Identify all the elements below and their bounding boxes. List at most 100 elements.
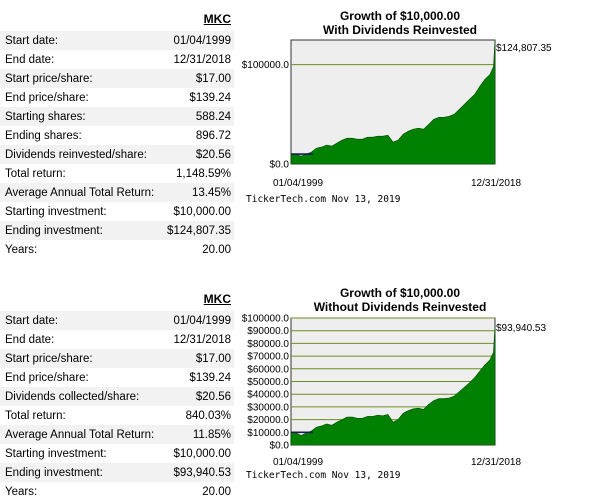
y-tick-label: $100000.0 (242, 314, 290, 325)
stat-value: 11.85% (165, 425, 234, 444)
stat-value: $17.00 (165, 349, 234, 368)
x-start-label: 01/04/1999 (273, 178, 323, 189)
stat-label: End price/share: (5, 91, 89, 104)
end-value-label: $93,940.53 (496, 323, 546, 334)
end-value-label: $124,807.35 (496, 43, 552, 54)
stat-row: Total return: 840.03% (0, 406, 234, 425)
stat-label: Starting investment: (5, 205, 107, 218)
stat-value: 840.03% (185, 409, 231, 422)
stat-row: Ending shares: 896.72 (0, 126, 234, 145)
y-tick-label: $40000.0 (247, 390, 289, 401)
stat-label: Ending investment: (0, 221, 161, 240)
y-axis-ticks: $0.0 $100000.0 (242, 60, 290, 170)
y-tick-label: $20000.0 (247, 415, 289, 426)
stat-value: 1,148.59% (176, 167, 231, 180)
stat-label: Start date: (0, 31, 161, 50)
stat-row: Starting shares: 588.24 (0, 107, 234, 126)
stat-row: Starting investment: $10,000.00 (0, 444, 234, 463)
stat-label: Ending shares: (5, 129, 82, 142)
chart-subtitle: Without Dividends Reinvested (314, 300, 487, 314)
stat-value: 01/04/1999 (160, 31, 234, 50)
growth-chart-with-dividends: Growth of $10,000.00 With Dividends Rein… (242, 9, 552, 205)
stat-label: Start price/share: (0, 349, 166, 368)
stat-row: Ending investment: $124,807.35 (0, 221, 234, 240)
x-end-label: 12/31/2018 (471, 457, 521, 468)
stat-row: Dividends collected/share: $20.56 (0, 387, 234, 406)
stat-row: Years: 20.00 (0, 482, 234, 501)
stat-row: End date: 12/31/2018 (0, 50, 234, 69)
y-tick-label: $30000.0 (247, 402, 289, 413)
credit-label: TickerTech.com Nov 13, 2019 (246, 470, 401, 481)
stat-row: Average Annual Total Return: 13.45% (0, 183, 234, 202)
stat-value: 20.00 (202, 243, 231, 256)
stat-value: $20.56 (165, 387, 234, 406)
stats-table-without-dividends: MKC Start date: 01/04/1999 End date: 12/31/… (0, 287, 234, 501)
stat-value: $17.00 (160, 69, 234, 88)
stat-label: End price/share: (5, 371, 89, 384)
stat-label: Start price/share: (0, 69, 161, 88)
stat-row: Years: 20.00 (0, 240, 234, 259)
y-tick-label: $80000.0 (247, 339, 289, 350)
stat-row: Start date: 01/04/1999 (0, 31, 234, 50)
stat-label: Starting shares: (0, 107, 161, 126)
stat-value: $93,940.53 (165, 463, 234, 482)
y-tick-label: $50000.0 (247, 377, 289, 388)
stat-label: End date: (5, 333, 55, 346)
stat-label: Start date: (0, 311, 166, 330)
stat-value: $10,000.00 (173, 447, 231, 460)
credit-label: TickerTech.com Nov 13, 2019 (246, 194, 401, 205)
chart-title: Growth of $10,000.00 (340, 288, 460, 300)
y-tick-label: $10000.0 (247, 428, 289, 439)
stat-value: 588.24 (160, 107, 234, 126)
x-start-label: 01/04/1999 (273, 457, 323, 468)
stat-row: Start price/share: $17.00 (0, 349, 234, 368)
stat-label: Years: (5, 485, 38, 498)
stat-label: Starting investment: (5, 447, 107, 460)
ticker-heading[interactable]: MKC (203, 12, 231, 26)
stat-label: Ending investment: (0, 463, 166, 482)
stat-value: 13.45% (160, 183, 234, 202)
stat-row: End date: 12/31/2018 (0, 330, 234, 349)
ticker-heading[interactable]: MKC (203, 292, 231, 306)
chart-subtitle: With Dividends Reinvested (323, 23, 477, 37)
stat-row: Total return: 1,148.59% (0, 164, 234, 183)
y-axis-ticks: $0.0 $10000.0 $20000.0 $30000.0$40000.0 $500… (242, 314, 290, 452)
stat-value: 12/31/2018 (173, 53, 231, 66)
stat-value: 20.00 (202, 485, 231, 498)
stat-label: Average Annual Total Return: (0, 183, 161, 202)
stat-row: End price/share: $139.24 (0, 88, 234, 107)
stat-row: Start date: 01/04/1999 (0, 311, 234, 330)
stat-value: $20.56 (160, 145, 234, 164)
stat-label: Total return: (5, 409, 66, 422)
y-tick-label: $70000.0 (247, 352, 289, 363)
stat-label: Average Annual Total Return: (0, 425, 166, 444)
stat-row: Dividends reinvested/share: $20.56 (0, 145, 234, 164)
stat-value: 12/31/2018 (173, 333, 231, 346)
y-tick-label: $90000.0 (247, 326, 289, 337)
stat-label: Years: (5, 243, 38, 256)
x-end-label: 12/31/2018 (471, 178, 521, 189)
growth-chart-without-dividends: Growth of $10,000.00 Without Dividends R… (242, 288, 547, 481)
stats-table-with-dividends: MKC Start date: 01/04/1999 End date: 12/31/… (0, 7, 234, 259)
stat-value: $139.24 (189, 91, 231, 104)
stat-row: Starting investment: $10,000.00 (0, 202, 234, 221)
y-tick-label: $60000.0 (247, 364, 289, 375)
y-tick-label: $0.0 (270, 160, 290, 171)
stat-value: $10,000.00 (173, 205, 231, 218)
stat-label: Dividends reinvested/share: (0, 145, 161, 164)
growth-area (290, 39, 496, 165)
stat-row: Start price/share: $17.00 (0, 69, 234, 88)
y-tick-label: $100000.0 (242, 60, 290, 71)
stat-row: Ending investment: $93,940.53 (0, 463, 234, 482)
stat-value: 01/04/1999 (165, 311, 234, 330)
stat-row: End price/share: $139.24 (0, 368, 234, 387)
stat-label: Total return: (5, 167, 66, 180)
stat-label: End date: (5, 53, 55, 66)
stat-value: 896.72 (195, 129, 231, 142)
stat-row: Average Annual Total Return: 11.85% (0, 425, 234, 444)
stat-label: Dividends collected/share: (0, 387, 166, 406)
growth-area (290, 325, 496, 446)
y-tick-label: $0.0 (270, 441, 290, 452)
chart-title: Growth of $10,000.00 (340, 9, 460, 23)
stat-value: $124,807.35 (160, 221, 234, 240)
